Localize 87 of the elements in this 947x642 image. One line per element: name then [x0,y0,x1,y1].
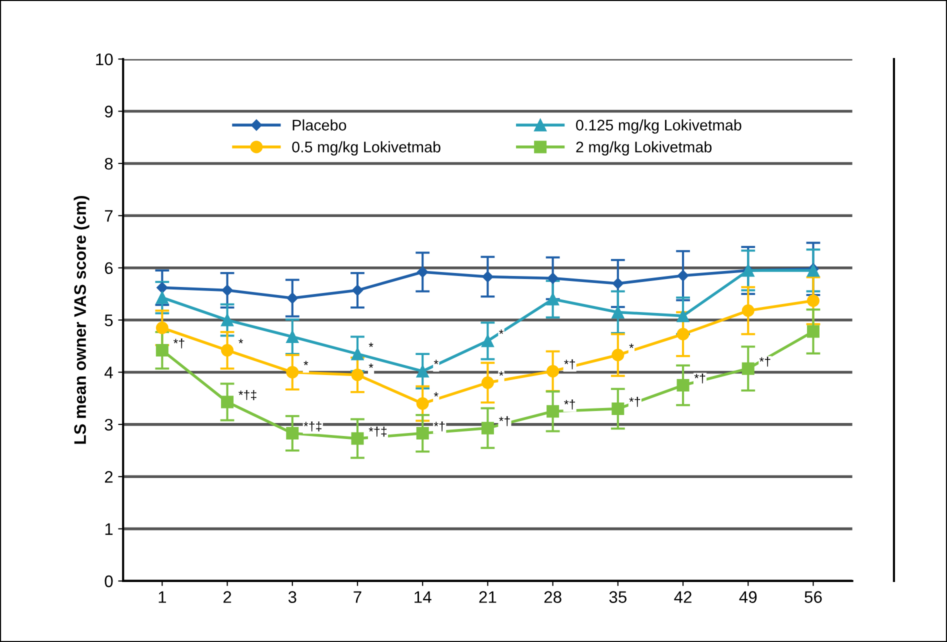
point [222,284,233,296]
point [416,397,429,410]
point [156,322,168,334]
point [351,432,364,445]
point [806,325,820,338]
y-axis-title: LS mean owner VAS score (cm) [74,196,90,444]
x-tick-label: 14 [414,591,432,603]
x-tick-label: 1 [158,591,166,603]
point [547,272,558,284]
point [612,306,624,318]
annotation: *†‡ [304,421,322,432]
point [221,344,234,357]
point [286,366,299,378]
point [481,376,494,389]
annotation: *† [434,421,445,432]
point [612,402,624,416]
point [612,278,624,290]
point [221,396,234,408]
point [546,405,560,418]
point [156,291,168,304]
y-tick-label: 5 [104,314,113,326]
annotation: *† [173,338,184,348]
y-tick-label: 6 [104,262,113,274]
x-tick-label: 49 [739,591,757,603]
annotation: *† [759,356,770,367]
annotation: *† [564,400,575,410]
point [156,282,168,294]
annotation: *†‡ [238,390,256,400]
point [612,348,624,362]
y-tick-label: 8 [104,158,113,170]
x-tick-label: 7 [354,591,362,603]
point [676,310,690,322]
point [481,334,494,348]
point [676,328,690,340]
legend-label: Placebo [292,119,346,131]
point [677,270,689,282]
point [416,364,429,378]
point [806,294,820,307]
legend-label: 0.125 mg/kg Lokivetmab [576,119,742,134]
x-tick-label: 3 [288,591,296,603]
annotation: * [434,392,438,397]
point [286,427,299,440]
annotation: *† [694,373,706,384]
x-tick-label: 35 [609,591,626,603]
annotation: * [434,360,438,364]
annotation: * [499,330,504,334]
point [546,364,560,378]
point [416,427,429,440]
point [482,271,494,282]
annotation: *†‡ [368,426,387,437]
point [352,284,364,296]
point [351,348,364,360]
y-tick-label: 1 [105,523,113,535]
x-tick-label: 56 [804,591,822,603]
legend-label: 2 mg/kg Lokivetmab [576,141,712,156]
y-tick-label: 4 [104,366,113,378]
legend-label: 0.5 mg/kg Lokivetmab [292,141,440,156]
x-tick-label: 42 [674,591,692,603]
point [742,304,754,317]
y-tick-label: 0 [104,575,113,588]
annotation: * [238,338,244,344]
annotation: *† [629,396,640,407]
point [286,292,298,304]
x-tick-label: 21 [479,591,496,603]
point [156,344,168,357]
y-tick-label: 3 [104,418,113,431]
annotation: *† [499,416,510,426]
y-tick-label: 2 [104,471,113,483]
point [676,379,690,392]
annotation: * [499,371,504,376]
y-tick-label: 9 [104,106,113,118]
x-tick-label: 2 [223,591,232,603]
annotation: * [368,342,374,347]
point [351,368,364,382]
point [742,362,754,375]
point [481,422,494,434]
y-tick-label: 7 [104,210,113,222]
point [221,314,234,326]
annotation: * [368,363,374,368]
annotation: * [304,360,308,366]
point [286,330,299,343]
y-tick-label: 10 [96,53,113,66]
x-tick-label: 28 [544,591,562,603]
point [546,292,560,306]
annotation: * [629,344,634,348]
annotation: *† [564,359,575,370]
point [416,266,428,278]
